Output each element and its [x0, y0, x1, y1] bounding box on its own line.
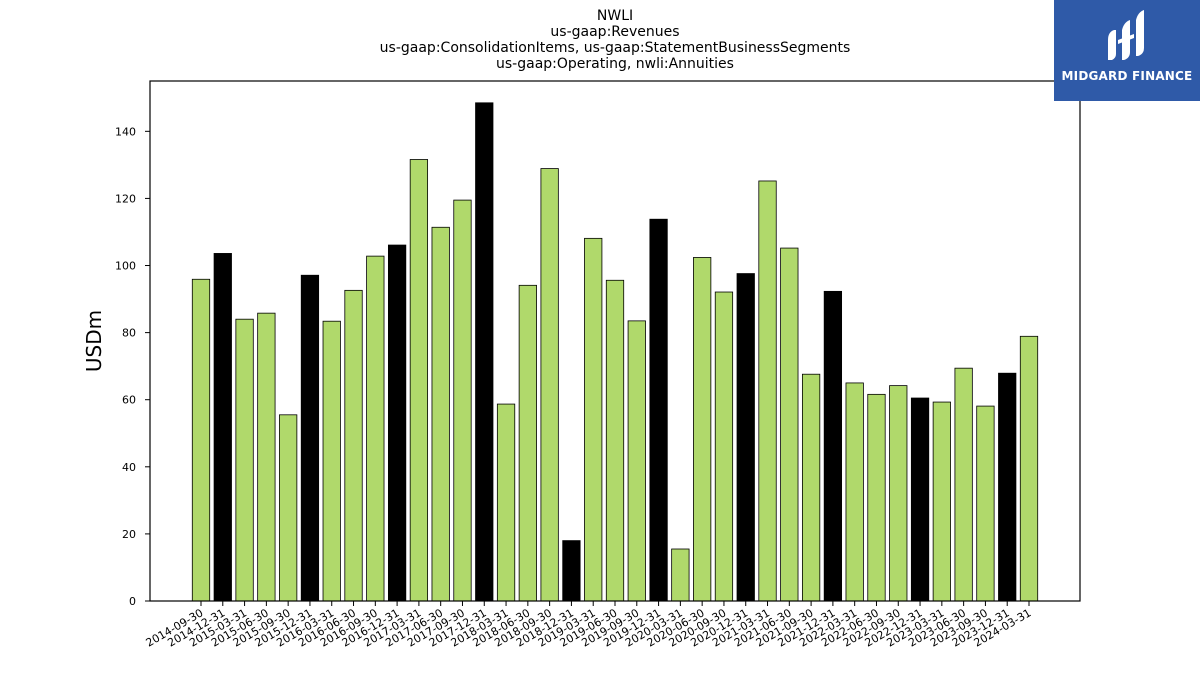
midgard-finance-logo: MIDGARD FINANCE	[1054, 0, 1200, 101]
bar-2017-12-31	[475, 102, 494, 602]
bar-2016-06-30	[344, 289, 363, 602]
logo-text: MIDGARD FINANCE	[1061, 69, 1193, 83]
bar-2021-03-31	[758, 180, 777, 602]
midgard-logo-icon	[1108, 10, 1144, 60]
y-tick-label: 60	[122, 394, 136, 407]
y-axis-label: USDm	[82, 309, 106, 373]
y-tick-label: 20	[122, 528, 136, 541]
bar-2015-12-31	[300, 274, 320, 602]
y-tick-label: 0	[129, 595, 136, 608]
bar-2021-06-30	[780, 247, 799, 602]
bar-2016-12-31	[387, 244, 407, 602]
bar-2017-03-31	[409, 159, 429, 602]
y-tick-label: 80	[122, 327, 136, 340]
y-tick-label: 140	[115, 125, 136, 138]
bar-2020-06-30	[693, 257, 712, 602]
bar-2019-06-30	[605, 279, 625, 602]
chart-title-ticker: NWLI	[596, 8, 634, 24]
bar-2015-09-30	[279, 414, 298, 602]
bar-2019-12-31	[649, 218, 668, 602]
bar-2018-09-30	[540, 168, 559, 602]
bar-2020-09-30	[714, 291, 734, 602]
chart-title-axes: us-gaap:ConsolidationItems, us-gaap:Stat…	[379, 40, 851, 56]
bar-2019-09-30	[627, 320, 646, 602]
y-axis: 0 20 40 60 80 100 120 140	[115, 125, 150, 608]
bar-2018-03-31	[496, 403, 516, 602]
bar-2023-09-30	[976, 405, 995, 602]
plot-frame	[149, 80, 1081, 602]
bar-2022-12-31	[910, 397, 930, 602]
bar-2022-06-30	[867, 393, 886, 602]
bar-2018-12-31	[562, 540, 581, 602]
y-tick-label: 40	[122, 461, 136, 474]
bar-2015-06-30	[257, 312, 276, 602]
bar-2016-09-30	[366, 255, 385, 602]
bar-2015-03-31	[235, 318, 254, 602]
bar-2017-06-30	[431, 226, 450, 602]
y-tick-label: 120	[115, 192, 136, 205]
bar-2020-03-31	[671, 548, 690, 602]
bar-2019-03-31	[584, 237, 603, 602]
bar-2021-09-30	[801, 373, 821, 602]
bar-2020-12-31	[736, 273, 755, 602]
chart-title-concept: us-gaap:Revenues	[550, 24, 680, 40]
bar-2017-09-30	[453, 199, 472, 602]
bar-2022-03-31	[845, 382, 864, 602]
bar-2022-09-30	[889, 385, 908, 602]
bar-2014-09-30	[191, 278, 211, 602]
bar-2021-12-31	[823, 290, 843, 602]
bar-2023-06-30	[954, 367, 973, 602]
y-tick-label: 100	[115, 260, 136, 273]
bar-2023-03-31	[932, 401, 951, 602]
x-axis: 2014-09-302014-12-312015-03-312015-06-30…	[144, 601, 1034, 650]
bar-2023-12-31	[998, 372, 1017, 602]
bars-group	[191, 102, 1039, 602]
bar-2014-12-31	[213, 253, 232, 602]
bar-2018-06-30	[518, 284, 537, 602]
bar-2024-03-31	[1019, 335, 1039, 602]
chart-title-members: us-gaap:Operating, nwli:Annuities	[496, 56, 734, 72]
bar-2016-03-31	[322, 320, 341, 602]
